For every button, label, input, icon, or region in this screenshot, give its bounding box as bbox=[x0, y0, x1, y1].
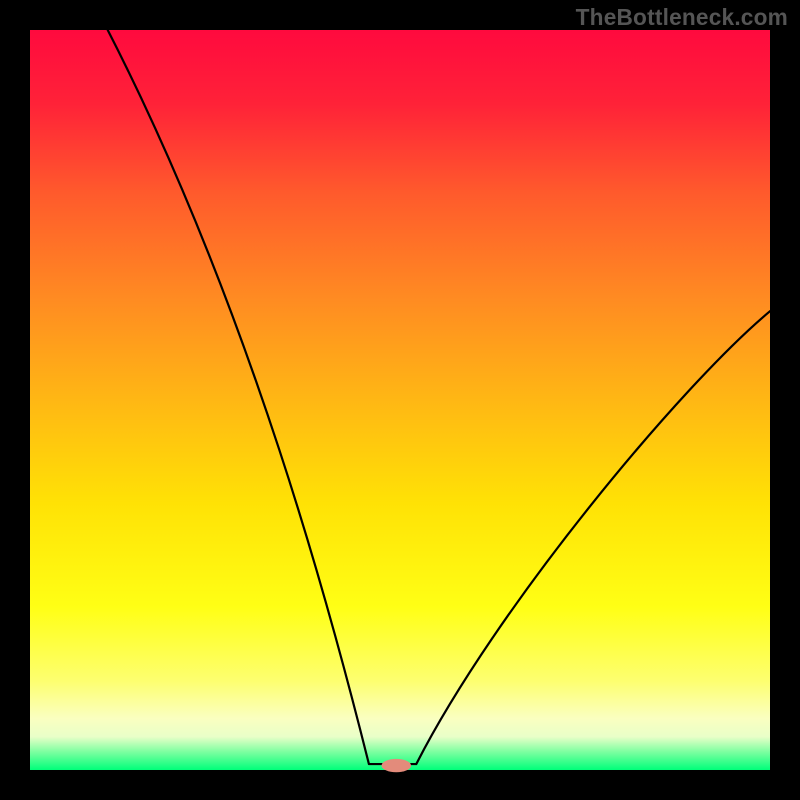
plot-background bbox=[30, 30, 770, 770]
optimal-marker bbox=[382, 759, 412, 772]
watermark-text: TheBottleneck.com bbox=[576, 4, 788, 31]
chart-stage: TheBottleneck.com bbox=[0, 0, 800, 800]
bottleneck-chart bbox=[0, 0, 800, 800]
